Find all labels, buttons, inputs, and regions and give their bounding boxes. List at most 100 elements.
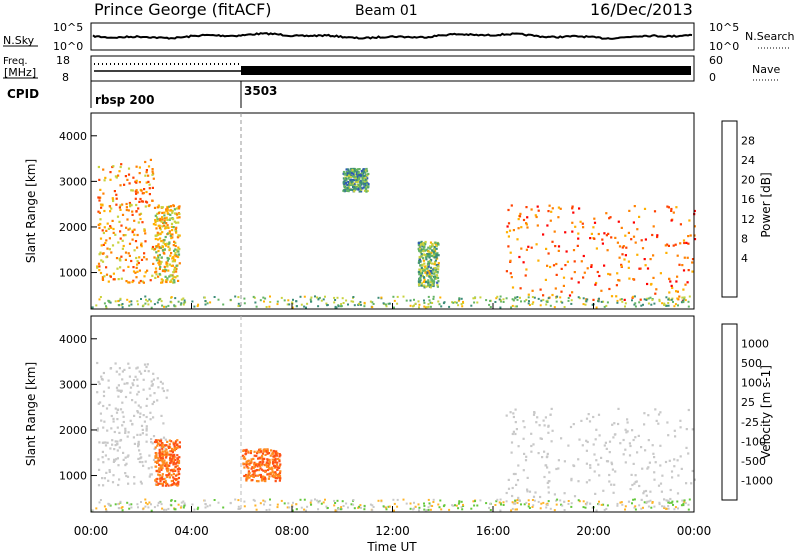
power-cell: [666, 205, 669, 208]
power-cell: [345, 189, 348, 192]
power-cell: [362, 168, 365, 171]
power-cell: [424, 267, 427, 270]
power-cell: [357, 187, 360, 190]
velocity-cell: [140, 424, 144, 427]
power-cell: [135, 210, 138, 213]
velocity-cell: [132, 436, 135, 439]
velocity-cell: [644, 489, 648, 493]
power-cell: [687, 269, 690, 272]
velocity-cell: [577, 480, 580, 483]
power-cell: [647, 302, 650, 305]
velocity-cell: [604, 441, 607, 444]
power-cell: [670, 219, 673, 222]
power-cell: [171, 277, 174, 280]
velocity-cell: [267, 468, 270, 472]
velocity-cell: [163, 459, 166, 462]
power-cell: [528, 304, 531, 306]
velocity-cell: [101, 378, 104, 381]
velocity-cell: [543, 475, 546, 479]
power-cell: [111, 244, 115, 247]
power-cell: [608, 217, 611, 220]
velocity-cell: [158, 454, 161, 457]
velocity-cell: [174, 500, 177, 503]
power-cell: [426, 263, 430, 266]
power-cell: [691, 270, 694, 273]
power-cell: [131, 210, 134, 213]
power-cell: [161, 216, 164, 219]
power-cell: [153, 256, 156, 259]
power-cell: [670, 207, 673, 211]
power-cell: [670, 298, 673, 301]
power-cell: [98, 269, 101, 272]
power-cell: [431, 280, 434, 283]
power-cell: [119, 204, 122, 207]
power-cell: [112, 272, 115, 275]
velocity-cell: [427, 498, 430, 501]
velocity-cell: [402, 498, 405, 501]
power-cell: [133, 219, 136, 222]
power-cell: [627, 231, 630, 234]
velocity-cell: [120, 389, 123, 392]
power-cell: [429, 280, 432, 284]
power-cell: [601, 238, 604, 241]
power-cell: [436, 285, 439, 288]
power-cell: [633, 303, 636, 306]
power-cell: [172, 271, 175, 274]
velocity-cell: [172, 460, 175, 463]
velocity-cell: [158, 470, 161, 473]
power-cell: [174, 297, 177, 300]
power-cell: [642, 303, 644, 306]
power-cell: [586, 298, 589, 301]
power-cell: [606, 249, 609, 252]
power-cell: [107, 299, 110, 302]
power-cell: [362, 186, 365, 189]
velocity-cell: [624, 505, 627, 508]
power-cell: [679, 223, 682, 226]
velocity-cell: [274, 480, 277, 483]
power-cell: [420, 266, 423, 269]
power-cell: [164, 217, 167, 220]
power-cell: [337, 305, 340, 308]
power-cell: [169, 217, 172, 220]
power-cell: [164, 235, 167, 239]
power-cell: [549, 265, 552, 269]
velocity-cell: [176, 468, 179, 471]
velocity-cell: [517, 496, 520, 499]
velocity-cell: [173, 446, 176, 450]
power-cell: [166, 205, 169, 209]
velocity-cell: [97, 402, 100, 405]
velocity-cell: [593, 453, 596, 456]
power-cell: [499, 306, 502, 309]
power-cell: [344, 187, 348, 190]
velocity-cell: [258, 461, 261, 464]
power-cell: [422, 276, 425, 279]
velocity-cell: [169, 469, 173, 472]
velocity-cell: [385, 508, 388, 511]
velocity-cell: [670, 501, 673, 504]
velocity-cell: [153, 447, 156, 450]
colorbar-tick-label: -25: [741, 416, 759, 429]
velocity-cell: [121, 401, 124, 404]
velocity-cell: [102, 394, 106, 398]
power-cell: [101, 252, 104, 255]
velocity-cell: [102, 390, 106, 393]
power-cell: [614, 236, 617, 239]
power-cell: [157, 254, 160, 257]
power-cell: [372, 303, 375, 305]
velocity-cell: [393, 509, 395, 512]
velocity-cell: [248, 471, 251, 475]
power-cell: [167, 226, 170, 229]
power-cell: [110, 251, 113, 254]
power-cell: [627, 260, 630, 263]
velocity-cell: [265, 465, 269, 468]
power-cell: [435, 247, 438, 250]
power-cell: [517, 218, 520, 221]
velocity-cell: [171, 455, 174, 458]
x-tick-label: 00:00: [677, 524, 712, 538]
velocity-cell: [150, 380, 153, 383]
velocity-cell: [157, 469, 160, 472]
power-cell: [127, 265, 130, 268]
power-cell: [170, 225, 173, 228]
power-cell: [531, 303, 534, 305]
